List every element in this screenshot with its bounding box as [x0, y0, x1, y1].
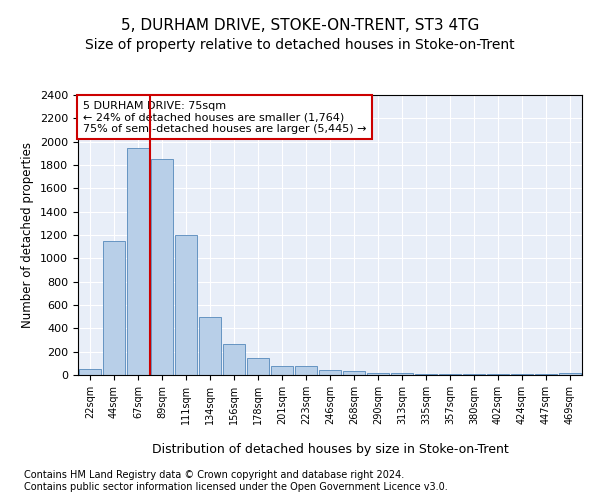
- Bar: [79, 369, 101, 375]
- Bar: [223, 344, 245, 375]
- Text: Size of property relative to detached houses in Stoke-on-Trent: Size of property relative to detached ho…: [85, 38, 515, 52]
- Text: Contains public sector information licensed under the Open Government Licence v3: Contains public sector information licen…: [24, 482, 448, 492]
- Bar: [319, 370, 341, 375]
- Text: Distribution of detached houses by size in Stoke-on-Trent: Distribution of detached houses by size …: [152, 442, 508, 456]
- Bar: [487, 374, 509, 375]
- Bar: [535, 374, 557, 375]
- Bar: [559, 372, 581, 375]
- Y-axis label: Number of detached properties: Number of detached properties: [22, 142, 34, 328]
- Bar: [367, 372, 389, 375]
- Text: Contains HM Land Registry data © Crown copyright and database right 2024.: Contains HM Land Registry data © Crown c…: [24, 470, 404, 480]
- Bar: [103, 241, 125, 375]
- Bar: [439, 374, 461, 375]
- Bar: [463, 374, 485, 375]
- Bar: [271, 366, 293, 375]
- Bar: [295, 366, 317, 375]
- Bar: [151, 159, 173, 375]
- Bar: [247, 358, 269, 375]
- Bar: [343, 371, 365, 375]
- Bar: [199, 316, 221, 375]
- Text: 5, DURHAM DRIVE, STOKE-ON-TRENT, ST3 4TG: 5, DURHAM DRIVE, STOKE-ON-TRENT, ST3 4TG: [121, 18, 479, 32]
- Bar: [511, 374, 533, 375]
- Bar: [175, 235, 197, 375]
- Text: 5 DURHAM DRIVE: 75sqm
← 24% of detached houses are smaller (1,764)
75% of semi-d: 5 DURHAM DRIVE: 75sqm ← 24% of detached …: [83, 100, 367, 134]
- Bar: [415, 374, 437, 375]
- Bar: [127, 148, 149, 375]
- Bar: [391, 372, 413, 375]
